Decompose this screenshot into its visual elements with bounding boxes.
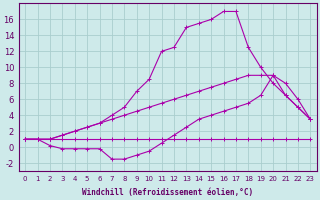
- X-axis label: Windchill (Refroidissement éolien,°C): Windchill (Refroidissement éolien,°C): [82, 188, 253, 197]
